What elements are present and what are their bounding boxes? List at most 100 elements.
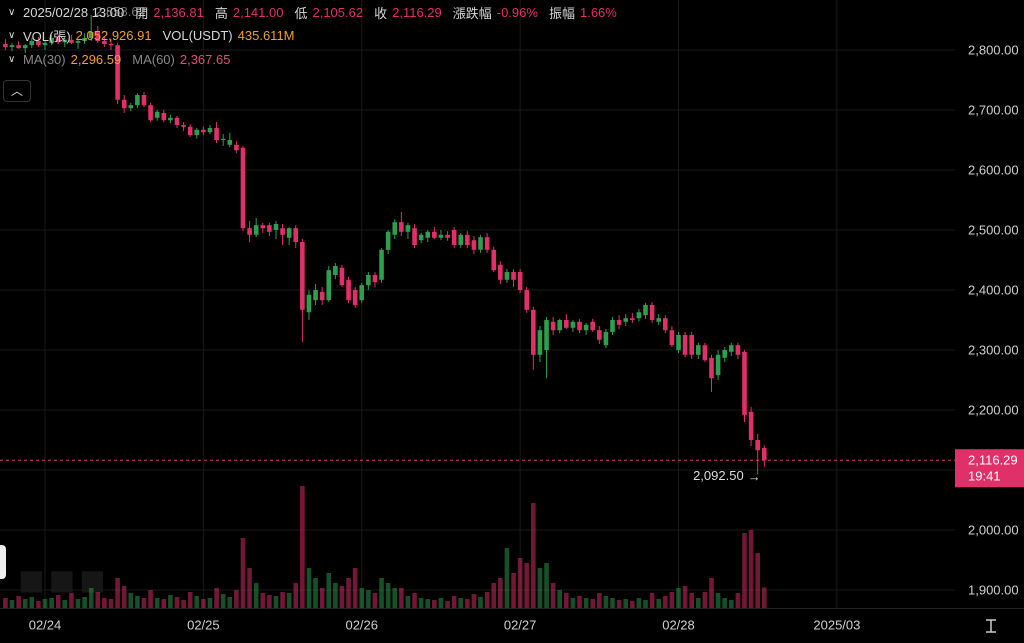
candle-body	[656, 318, 662, 322]
candle-body	[392, 222, 398, 235]
candle-body	[326, 270, 332, 301]
candle-body	[451, 229, 457, 245]
candle-body	[418, 234, 424, 241]
volume-bar	[36, 601, 41, 608]
candle-body	[55, 37, 61, 43]
y-tick-label: 1,900.00	[968, 582, 1019, 597]
candle-body	[544, 319, 549, 350]
volume-bar	[412, 593, 417, 608]
candle-body	[280, 228, 285, 235]
volume-bar	[616, 600, 622, 608]
volume-bar	[201, 599, 206, 608]
y-tick-label: 2,200.00	[968, 402, 1019, 417]
candle-body	[722, 349, 727, 358]
y-tick-label: 2,600.00	[968, 162, 1019, 177]
candle-body	[161, 112, 167, 121]
candle-body	[491, 249, 497, 271]
volume-bar	[735, 593, 741, 608]
candle-body	[9, 45, 15, 47]
candle-body	[339, 267, 345, 286]
volume-bar	[742, 533, 747, 608]
field-value: 2,136.81	[153, 4, 204, 20]
volume-bar	[471, 594, 477, 608]
volume-bar	[517, 558, 523, 608]
side-tab[interactable]	[0, 545, 6, 579]
volume-bar	[656, 599, 662, 608]
candle-body	[220, 138, 226, 140]
x-tick-label: 02/25	[187, 617, 220, 632]
toggle-icon[interactable]: ∨	[8, 6, 16, 18]
vol-label: VOL(張)	[23, 28, 71, 44]
candle-body	[742, 351, 747, 415]
candle-body	[148, 105, 153, 121]
vol-value: 435.611M	[237, 27, 295, 43]
vol-value: 2,052,926.91	[75, 27, 152, 43]
candle-body	[154, 111, 160, 118]
candle-body	[597, 330, 602, 340]
volume-bar	[676, 588, 681, 608]
high-marker: 2,858.62	[95, 4, 146, 19]
candle-body	[405, 225, 411, 232]
volume-bar	[128, 593, 134, 608]
volume-bar	[392, 588, 398, 608]
volume-bar	[234, 590, 239, 608]
volume-bar	[82, 597, 87, 608]
candle-body	[478, 237, 483, 250]
collapse-button[interactable]: ︿	[3, 80, 31, 102]
ohlc-row: ∨ 2025/02/28 13:00 開 2,136.81 高 2,141.00 低…	[8, 3, 623, 21]
volume-bar	[603, 596, 609, 608]
volume-bar	[69, 593, 74, 608]
volume-bar	[577, 596, 582, 608]
candle-body	[273, 223, 279, 230]
volume-bar	[643, 600, 648, 608]
candle-body	[385, 231, 391, 250]
volume-bar	[95, 592, 101, 608]
volume-bar	[313, 578, 318, 608]
toggle-icon[interactable]: ∨	[8, 53, 16, 65]
volume-bar	[722, 598, 727, 608]
candle-body	[253, 225, 259, 235]
candle-body	[636, 312, 642, 319]
candle-body	[583, 324, 589, 331]
volume-bar	[187, 592, 193, 608]
volume-bar	[227, 597, 233, 608]
candle-body	[550, 321, 556, 331]
candle-body	[227, 139, 233, 145]
volume-bar	[29, 597, 35, 608]
volume-bar	[372, 593, 378, 608]
volume-bar	[385, 583, 391, 608]
candle-body	[36, 40, 41, 46]
volume-bar	[352, 568, 358, 608]
scale-icon[interactable]	[986, 619, 996, 633]
ma-label: MA(60)	[132, 51, 175, 67]
candle-body	[689, 334, 695, 355]
x-tick-label: 02/28	[662, 617, 695, 632]
volume-bar	[544, 563, 549, 608]
volume-bar	[491, 583, 497, 608]
volume-bar	[755, 553, 760, 608]
volume-bar	[359, 588, 365, 608]
volume-bar	[511, 573, 516, 608]
candle-body	[524, 289, 530, 310]
candle-body	[511, 271, 516, 280]
candle-body	[108, 43, 114, 46]
candle-body	[181, 124, 186, 127]
candle-body	[504, 271, 510, 280]
candle-body	[194, 129, 200, 136]
last-price-label: 2,116.29	[968, 453, 1018, 468]
candle-body	[366, 274, 371, 286]
candle-body	[728, 345, 734, 352]
y-tick-label: 2,500.00	[968, 222, 1019, 237]
volume-bar	[333, 583, 338, 608]
field-value: -0.96%	[496, 4, 538, 20]
x-tick-label: 02/27	[504, 617, 537, 632]
candle-body	[696, 345, 701, 355]
toggle-icon[interactable]: ∨	[8, 29, 16, 41]
volume-bar	[9, 600, 15, 608]
volume-bar	[319, 588, 325, 608]
candle-time: 2025/02/28 13:00	[23, 4, 125, 20]
y-tick-label: 2,800.00	[968, 42, 1019, 57]
x-tick-label: 2025/03	[813, 617, 860, 632]
volume-bar	[630, 601, 635, 608]
candle-body	[102, 40, 107, 44]
